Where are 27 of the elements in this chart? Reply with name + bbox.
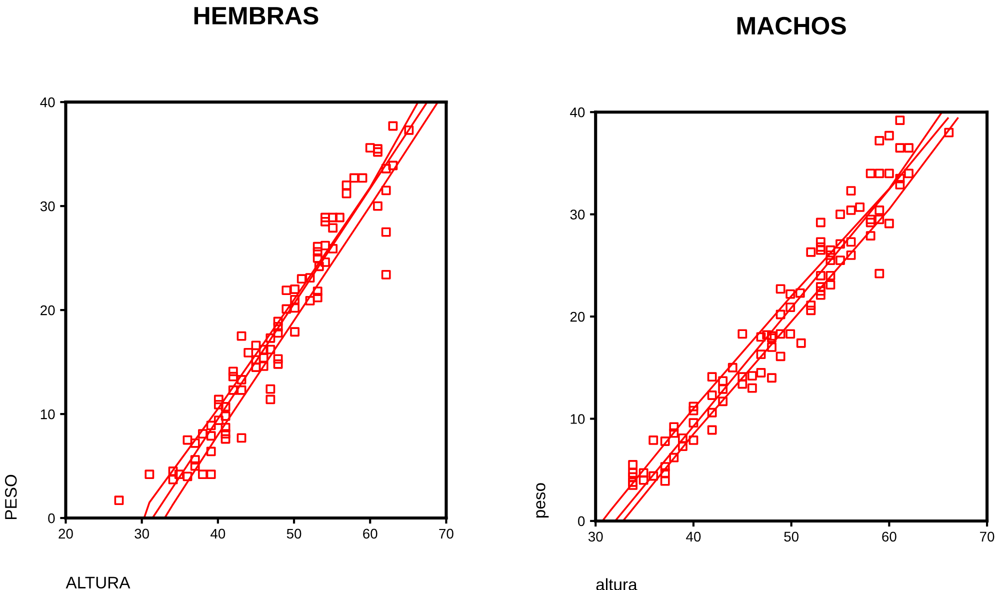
y-tick-label: 40	[570, 107, 585, 118]
x-tick-label: 70	[980, 532, 994, 542]
y-tick-label: 0	[48, 513, 55, 524]
x-axis-title: altura	[596, 578, 638, 590]
y-axis-title: PESO	[4, 474, 17, 520]
y-tick-label: 30	[40, 201, 55, 212]
x-tick-label: 60	[882, 532, 896, 542]
y-tick-label: 20	[570, 312, 585, 322]
y-tick-label: 10	[570, 414, 585, 424]
x-tick-label: 20	[58, 528, 73, 539]
x-axis-title: ALTURA	[66, 576, 130, 588]
x-tick-label: 70	[439, 528, 454, 539]
chart-title: HEMBRAS	[194, 6, 318, 25]
y-tick-label: 40	[40, 97, 55, 108]
x-tick-label: 40	[686, 532, 701, 542]
y-tick-label: 30	[570, 210, 585, 220]
x-tick-label: 50	[286, 528, 302, 539]
y-axis-title: peso	[536, 483, 549, 518]
x-tick-label: 40	[210, 528, 226, 539]
x-tick-label: 30	[134, 528, 150, 539]
x-tick-label: 60	[363, 528, 378, 539]
y-tick-label: 20	[40, 305, 55, 316]
x-tick-label: 50	[784, 532, 799, 542]
y-tick-label: 10	[40, 409, 55, 420]
x-tick-label: 30	[588, 532, 603, 542]
chart-title: MACHOS	[737, 16, 846, 35]
y-tick-label: 0	[578, 516, 585, 526]
